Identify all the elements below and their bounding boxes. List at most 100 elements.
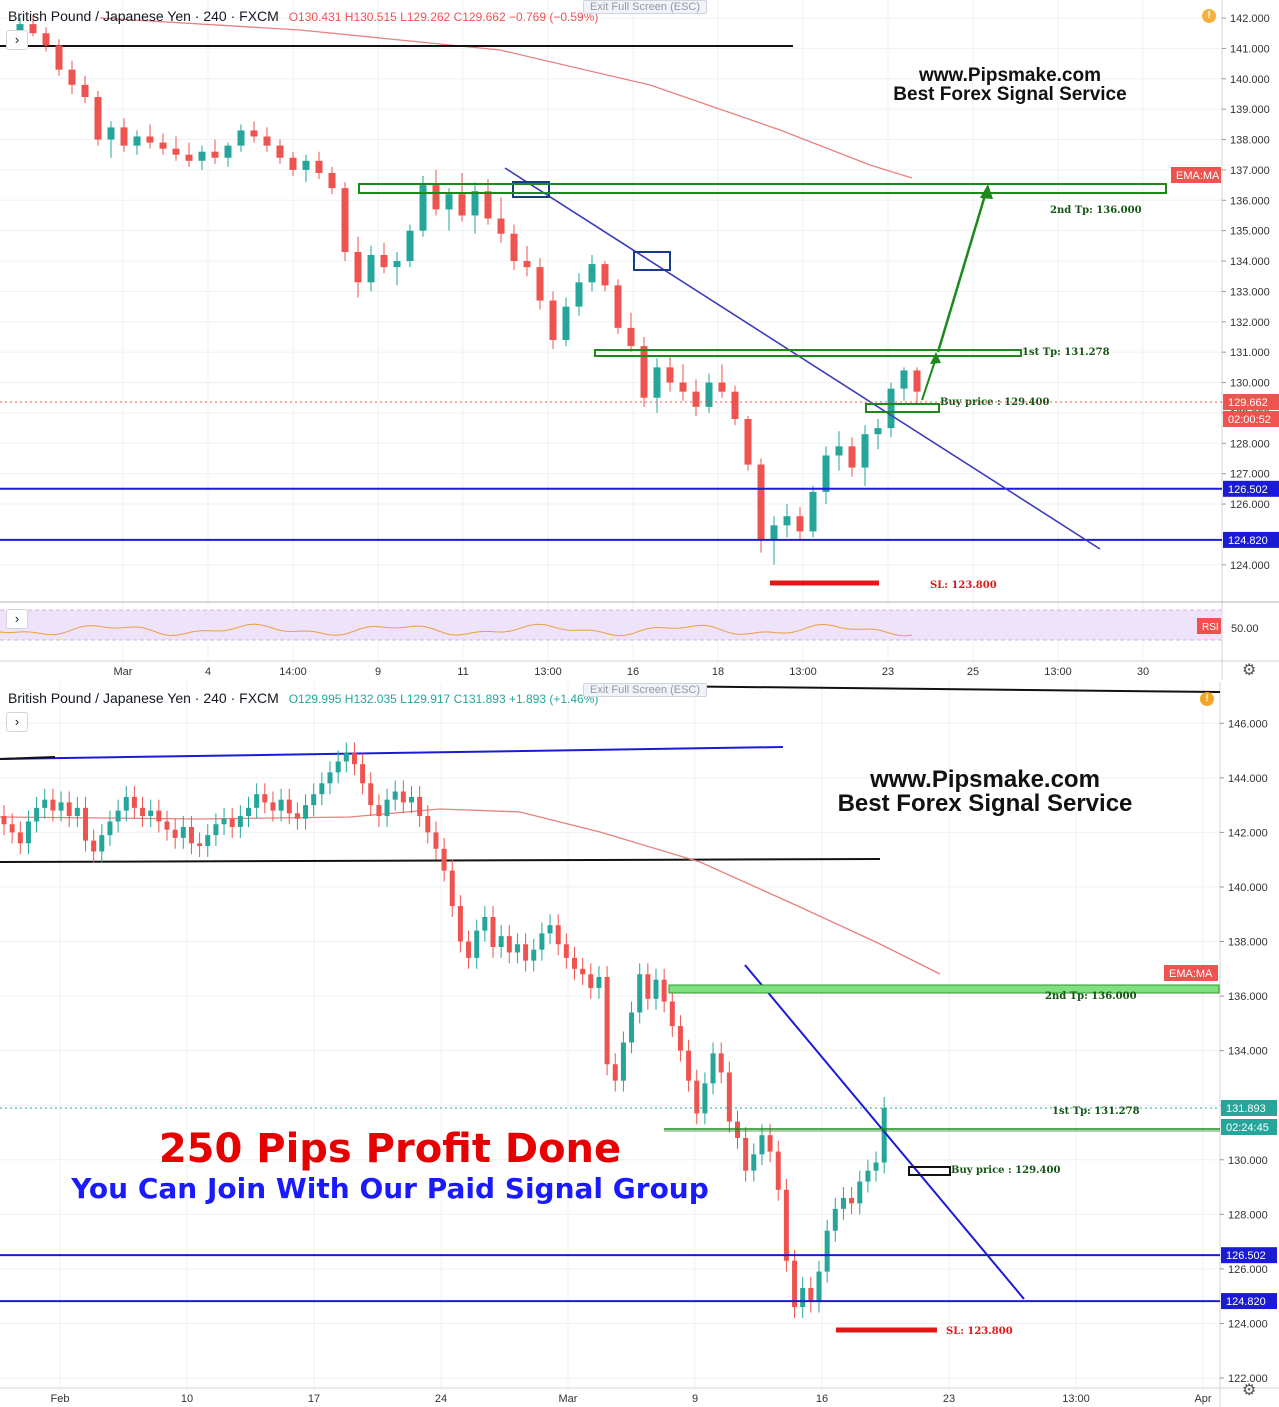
candle-body bbox=[354, 251, 362, 283]
watermark-url: www.Pipsmake.com bbox=[870, 766, 1100, 793]
candle-body bbox=[83, 807, 88, 841]
x-tick-label: 10 bbox=[181, 1393, 193, 1405]
candle-body bbox=[523, 944, 529, 961]
candle-body bbox=[164, 821, 170, 830]
candle-body bbox=[484, 191, 492, 219]
candle-body bbox=[250, 130, 258, 137]
candle-body bbox=[849, 1197, 855, 1204]
candle-body bbox=[580, 968, 586, 975]
candle-body bbox=[315, 160, 323, 173]
bottom-chart-header: British Pound / Japanese Yen · 240 · FXC… bbox=[8, 690, 598, 706]
candle-body bbox=[327, 772, 333, 784]
candle-body bbox=[445, 194, 453, 210]
y-tick-label: 136.000 bbox=[1230, 195, 1270, 207]
candle-body bbox=[840, 1197, 846, 1209]
candle-body bbox=[246, 807, 251, 817]
candle-body bbox=[604, 976, 610, 1065]
price-axis-tag bbox=[1221, 1119, 1277, 1135]
candle-body bbox=[718, 382, 726, 392]
top-chart-svg[interactable]: Mar 4 14:00 9 11 13:00 16 18 13:00 23 25 13:00 30 124… bbox=[0, 0, 1279, 680]
candle-body bbox=[612, 1064, 618, 1081]
x-tick-label: Apr bbox=[1194, 1393, 1211, 1405]
y-tick-label: 135.000 bbox=[1230, 226, 1270, 238]
symbol-title[interactable]: British Pound / Japanese Yen · 240 · FXC… bbox=[8, 8, 279, 24]
ema-line bbox=[0, 808, 941, 975]
candle-body bbox=[735, 1121, 740, 1138]
candle-body bbox=[172, 148, 180, 155]
candle-body bbox=[351, 753, 357, 765]
candle-body bbox=[848, 446, 856, 468]
candle-body bbox=[221, 818, 227, 825]
price-axis-tag-text: 126.502 bbox=[1228, 484, 1268, 496]
price-axis-tag-text: 124.820 bbox=[1228, 535, 1268, 547]
candle-body bbox=[263, 136, 271, 146]
close-value: C129.662 bbox=[453, 10, 506, 24]
candle-body bbox=[547, 925, 553, 934]
candle-body bbox=[9, 824, 15, 833]
candle-body bbox=[360, 764, 366, 784]
expand-legend-chevron-icon[interactable]: › bbox=[6, 30, 28, 50]
candle-body bbox=[406, 230, 414, 262]
expand-legend-chevron-icon[interactable]: › bbox=[6, 712, 28, 732]
candle-body bbox=[874, 428, 882, 435]
x-tick-label: 17 bbox=[308, 1393, 320, 1405]
rsi-band bbox=[0, 610, 1222, 640]
y-tick-label: 134.000 bbox=[1228, 1046, 1268, 1058]
x-tick-label: Feb bbox=[51, 1393, 70, 1405]
bottom-chart-svg[interactable]: Feb 10 17 24 Mar 9 16 23 13:00 Apr 122.000 124.000 1… bbox=[0, 682, 1279, 1407]
tp2-zone bbox=[358, 183, 1167, 194]
y-tick-label: 142.000 bbox=[1228, 827, 1268, 839]
candle-body bbox=[822, 455, 830, 492]
rsi-line bbox=[0, 623, 913, 637]
candle-body bbox=[614, 285, 622, 328]
candle-body bbox=[677, 1026, 683, 1051]
candle-body bbox=[861, 434, 869, 468]
alert-clock-icon[interactable]: ! bbox=[1202, 9, 1216, 23]
expand-rsi-legend-chevron-icon[interactable]: › bbox=[6, 609, 28, 629]
y-tick-label: 132.000 bbox=[1230, 317, 1270, 329]
exit-fullscreen-button[interactable]: Exit Full Screen (ESC) bbox=[583, 0, 708, 14]
x-tick-label: 11 bbox=[457, 666, 468, 678]
candle-body bbox=[705, 382, 713, 407]
candle-body bbox=[881, 1107, 887, 1163]
channel-top-line bbox=[0, 746, 784, 760]
settings-gear-icon[interactable]: ⚙ bbox=[1242, 1382, 1257, 1399]
close-value: C131.893 bbox=[453, 692, 506, 706]
trendline bbox=[504, 167, 1101, 550]
y-tick-label: 124.000 bbox=[1228, 1318, 1268, 1330]
candle-body bbox=[156, 810, 162, 822]
tp2-zone bbox=[668, 984, 1220, 994]
y-tick-label: 133.000 bbox=[1230, 286, 1270, 298]
alert-clock-icon[interactable]: ! bbox=[1200, 692, 1214, 706]
candle-body bbox=[393, 261, 401, 268]
y-tick-label: 140.000 bbox=[1230, 74, 1270, 86]
candle-body bbox=[808, 1287, 814, 1302]
candle-body bbox=[575, 282, 583, 307]
candle-body bbox=[498, 936, 504, 947]
candle-body bbox=[588, 974, 594, 988]
candle-body bbox=[783, 516, 791, 526]
candle-body bbox=[380, 254, 388, 268]
candle-body bbox=[262, 794, 268, 803]
candle-body bbox=[645, 974, 651, 999]
symbol-title[interactable]: British Pound / Japanese Yen · 240 · FXC… bbox=[8, 690, 279, 706]
candle-body bbox=[74, 807, 80, 817]
x-tick-label: 13:00 bbox=[1062, 1393, 1090, 1405]
candle-body bbox=[211, 151, 219, 158]
settings-gear-icon[interactable]: ⚙ bbox=[1242, 662, 1257, 679]
candle-body bbox=[449, 870, 455, 907]
candle-body bbox=[596, 976, 602, 988]
y-tick-label: 126.000 bbox=[1228, 1264, 1268, 1276]
ema-line bbox=[99, 17, 913, 179]
candle-body bbox=[490, 916, 496, 947]
x-tick-label: 13:00 bbox=[1044, 666, 1072, 678]
x-tick-label: 13:00 bbox=[534, 666, 562, 678]
y-tick-label: 128.000 bbox=[1230, 438, 1270, 450]
black-level-line bbox=[0, 858, 881, 863]
exit-fullscreen-button[interactable]: Exit Full Screen (ESC) bbox=[583, 683, 708, 697]
y-tick-label: 136.000 bbox=[1228, 991, 1268, 1003]
candle-body bbox=[400, 791, 406, 803]
candle-body bbox=[140, 807, 146, 817]
y-tick-label: 144.000 bbox=[1228, 773, 1268, 785]
candle-body bbox=[873, 1162, 879, 1171]
